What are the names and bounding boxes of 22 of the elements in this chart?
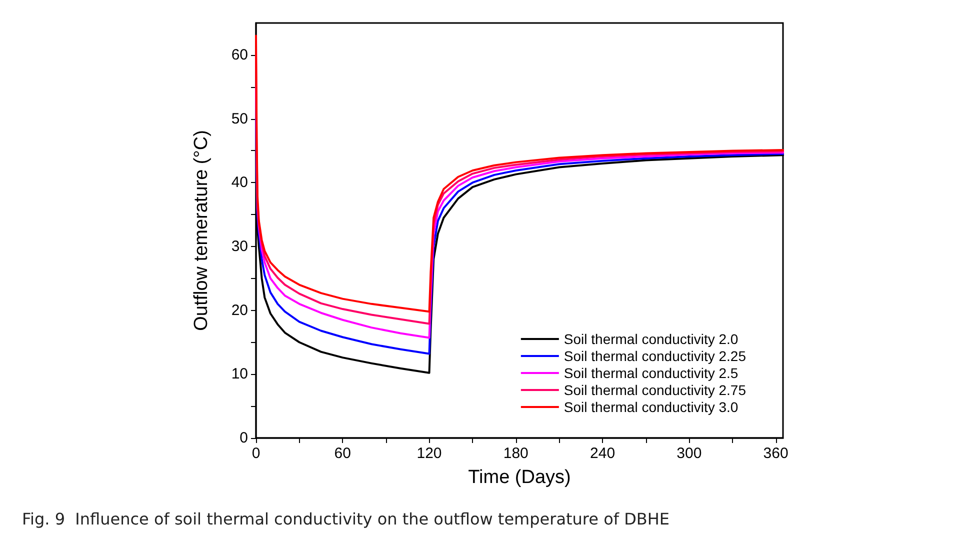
x-tick-label: 240 [590,445,616,462]
y-tick-label: 60 [231,46,248,64]
y-tick-label: 0 [240,430,248,446]
legend-label: Soil thermal conductivity 2.5 [564,365,738,381]
legend-label: Soil thermal conductivity 2.75 [564,382,746,398]
x-tick-label: 120 [416,445,442,462]
y-tick-label: 10 [231,366,248,383]
x-tick-label: 60 [334,445,351,462]
x-tick-label: 360 [763,445,788,462]
x-axis-title: Time (Days) [468,467,571,488]
caption: Fig. 9 Influence of soil thermal conductivity on the outflow temperature of DBHE [22,510,670,528]
y-axis-title: Outflow temerature (°C) [191,130,212,331]
legend-label: Soil thermal conductivity 2.0 [564,331,738,347]
legend-label: Soil thermal conductivity 3.0 [564,399,738,415]
legend-label: Soil thermal conductivity 2.25 [564,348,746,364]
x-tick-label: 300 [676,445,702,462]
x-tick-label: 180 [503,445,528,462]
x-tick-label: 0 [252,445,260,462]
y-tick-label: 20 [231,302,248,319]
y-tick-label: 30 [231,238,248,255]
y-tick-label: 40 [231,174,248,192]
y-tick-label: 50 [231,110,248,128]
